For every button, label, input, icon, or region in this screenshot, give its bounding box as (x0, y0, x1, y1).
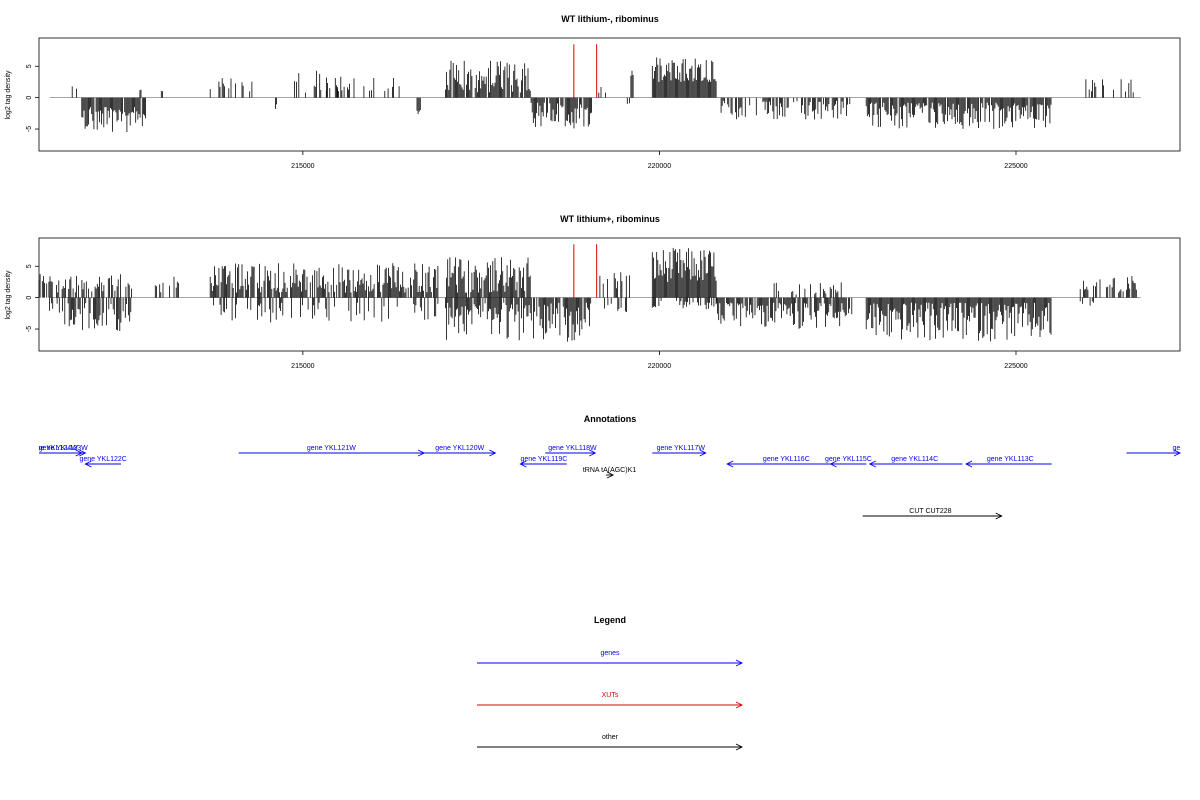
y-tick-label: -5 (26, 126, 33, 132)
feature-label: CUT CUT228 (909, 508, 951, 515)
plot-frame (38, 37, 1181, 152)
annotation-feature[interactable]: gene YKL122C (80, 456, 127, 468)
feature-label: gene YKL119C (520, 456, 567, 463)
feature-arrow-head (699, 449, 707, 457)
feature-arrow-head (735, 659, 744, 667)
y-axis-label: log2 tag density (5, 270, 12, 320)
feature-arrow-head (606, 471, 615, 479)
y-axis-label: log2 tag density (5, 70, 12, 120)
track-title: WT lithium-, ribominus (561, 14, 659, 24)
legend-item-label: XUTs (602, 692, 619, 699)
legend-item: XUTs (477, 692, 744, 709)
feature-arrow-head (965, 460, 973, 468)
y-tick-label: 0 (26, 296, 33, 300)
feature-arrow-head (995, 512, 1003, 520)
feature-label: ge (1173, 445, 1181, 452)
x-tick-label: 225000 (1004, 163, 1027, 170)
feature-label: gene YKL118W (548, 445, 597, 452)
feature-arrow-head (519, 460, 527, 468)
axes: 215000 220000 225000 -5 0 5 (26, 64, 1028, 170)
annotation-feature[interactable]: gene YKL118W (545, 445, 597, 457)
x-tick-label: 220000 (648, 363, 671, 370)
feature-label: gene YKL114C (891, 456, 938, 463)
feature-arrow-head (829, 460, 837, 468)
x-tick-label: 215000 (291, 163, 314, 170)
annotation-feature[interactable]: gene YKL120W (424, 445, 497, 457)
feature-label: gene YKL123W (39, 445, 88, 452)
legend-item: other (477, 734, 744, 751)
annotation-feature[interactable]: gene YKL116C (726, 456, 845, 468)
legend-title: Legend (594, 615, 626, 625)
annotation-feature[interactable]: gene YKL113C (965, 456, 1052, 468)
feature-arrow-head (589, 449, 597, 457)
feature-label: gene YKL117W (657, 445, 706, 452)
track-panel-lithium-minus: WT lithium-, ribominus log2 tag density … (5, 14, 1181, 170)
feature-arrow-head (735, 701, 744, 709)
annotation-feature[interactable]: gene YKL115C (825, 456, 872, 468)
annotation-feature[interactable]: gene YKL114C (868, 456, 963, 468)
feature-label: gene YKL120W (435, 445, 484, 452)
legend: Legend genes XUTs other (477, 615, 744, 751)
feature-arrow-head (84, 460, 92, 468)
feature-label: gene YKL116C (763, 456, 810, 463)
x-tick-label: 215000 (291, 363, 314, 370)
annotation-feature[interactable]: gene YKL121W (238, 445, 426, 457)
feature-arrow-head (489, 449, 497, 457)
feature-label: gene YKL115C (825, 456, 872, 463)
track-panel-lithium-plus: WT lithium+, ribominus log2 tag density … (5, 214, 1181, 370)
annotation-title: Annotations (584, 414, 637, 424)
feature-label: tRNA tA(AGC)K1 (583, 467, 636, 474)
axes: 215000 220000 225000 -5 0 5 (26, 264, 1028, 370)
x-tick-label: 225000 (1004, 363, 1027, 370)
annotation-feature[interactable]: gene YKL117W (652, 445, 707, 457)
feature-label: gene YKL121W (307, 445, 356, 452)
y-tick-label: 5 (26, 64, 33, 68)
legend-items: genes XUTs other (477, 650, 744, 751)
legend-item-label: other (602, 734, 619, 741)
x-tick-label: 220000 (648, 163, 671, 170)
legend-item-label: genes (600, 650, 620, 657)
feature-arrow-head (79, 449, 87, 457)
plot-frame (38, 237, 1181, 352)
feature-label: gene YKL124W (29, 445, 78, 452)
density-bars (49, 44, 1141, 132)
annotation-feature[interactable]: ge (1126, 445, 1182, 457)
feature-arrow-head (868, 460, 876, 468)
y-tick-label: 0 (26, 96, 33, 100)
feature-arrow-head (726, 460, 734, 468)
feature-arrow-head (735, 743, 744, 751)
y-tick-label: -5 (26, 326, 33, 332)
feature-label: gene YKL122C (80, 456, 127, 463)
annotation-feature[interactable]: gene YKL123W (39, 445, 88, 457)
track-title: WT lithium+, ribominus (560, 214, 660, 224)
y-tick-label: 5 (26, 264, 33, 268)
legend-item: genes (477, 650, 744, 667)
density-bars (38, 244, 1141, 342)
annotation-feature[interactable]: gene YKL119C (519, 456, 567, 468)
feature-arrow-head (1173, 449, 1182, 457)
feature-label: gene YKL113C (987, 456, 1034, 463)
annotation-feature[interactable]: CUT CUT228 (862, 508, 1003, 520)
feature-arrow-head (417, 449, 426, 457)
annotation-feature[interactable]: tRNA tA(AGC)K1 (583, 467, 636, 479)
